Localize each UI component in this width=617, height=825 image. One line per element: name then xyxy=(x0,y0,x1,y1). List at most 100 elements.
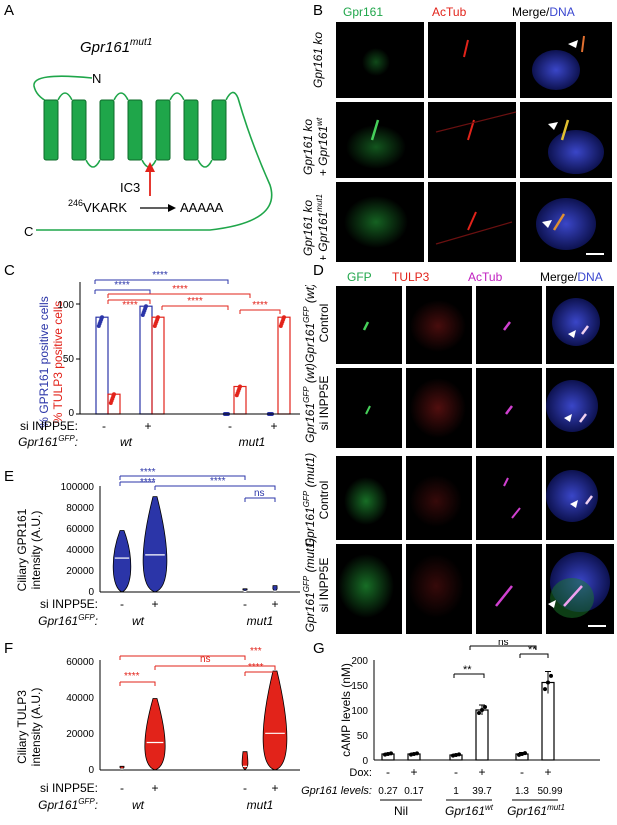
panel-g-levels-label: Gpr161 levels: xyxy=(301,785,372,797)
panel-g-level-4: 39.7 xyxy=(472,786,492,797)
panel-g-point xyxy=(412,752,416,756)
panel-c-sig-3: **** xyxy=(172,284,188,295)
panel-a-mutation-result: AAAAA xyxy=(180,200,224,215)
helix-7 xyxy=(211,99,227,161)
panel-g-point xyxy=(520,752,524,756)
panel-c-point xyxy=(144,304,148,309)
panel-g-point xyxy=(386,752,390,756)
panel-g-dox-label: Dox: xyxy=(349,767,372,779)
panel-f-ylabel-2: intensity (A.U.) xyxy=(29,688,43,767)
panel-f-sig-1: **** xyxy=(124,671,140,682)
panel-f-ytick-1: 20000 xyxy=(66,729,94,740)
panel-d-letter: D xyxy=(313,262,324,279)
panel-f-chart: Ciliary TULP3 intensity (A.U.) 0 20000 4… xyxy=(15,646,300,812)
helix-2 xyxy=(71,99,87,161)
panel-g-point xyxy=(451,753,455,758)
panel-e-ytick-3: 60000 xyxy=(66,524,94,535)
panel-f-group-mut1: mut1 xyxy=(247,798,274,812)
panel-f-violin-2 xyxy=(144,698,166,771)
panel-e-si-2: + xyxy=(151,597,158,611)
panel-d-row-4-label-2: si INPP5E xyxy=(317,558,331,613)
panel-e-si-4: + xyxy=(271,597,278,611)
panel-g-level-3: 1 xyxy=(453,786,459,797)
panel-a-n-label: N xyxy=(92,71,101,86)
panel-f-group-wt: wt xyxy=(132,798,145,812)
panel-e-ytick-4: 80000 xyxy=(66,503,94,514)
panel-c-point xyxy=(156,315,160,320)
panel-b-row-3-label-1: Gpr161 ko xyxy=(301,200,315,256)
panel-e-ytick-0: 0 xyxy=(88,587,94,598)
panel-c-bar-tulp3-2 xyxy=(151,316,165,415)
panel-g-bar-4 xyxy=(475,709,489,761)
panel-d-row-3-label-2: Control xyxy=(317,481,331,520)
panel-g-point xyxy=(517,752,521,757)
panel-e-group-mut1: mut1 xyxy=(247,614,274,628)
panel-d-row-3-label-1: Gpr161GFP (mut1) xyxy=(302,453,317,548)
helix-group xyxy=(43,99,227,161)
panel-g-point xyxy=(389,751,393,756)
panel-e-ylabel-1: Ciliary GPR161 xyxy=(15,508,29,591)
panel-d-row-1-label-2: Control xyxy=(317,304,331,343)
panel-b-channel-merge: Merge/DNA xyxy=(512,5,575,19)
panel-e-violin-4 xyxy=(272,585,278,593)
panel-c-point xyxy=(112,392,116,397)
panel-g-dox-1: - xyxy=(386,765,390,779)
panel-f-ytick-2: 40000 xyxy=(66,693,94,704)
panel-c-ylabel-red: % TULP3 positive cells xyxy=(51,301,65,424)
panel-g-ylabel: cAMP levels (nM) xyxy=(339,663,353,757)
panel-e-chart: Ciliary GPR161 intensity (A.U.) 0 20000 … xyxy=(15,468,300,628)
panel-g-point xyxy=(383,752,387,757)
panel-f-si-3: - xyxy=(243,781,247,795)
helix-1 xyxy=(43,99,59,161)
panel-c-bar-gpr161-1 xyxy=(95,316,109,415)
panel-g-chart: cAMP levels (nM) 0 50 100 150 200 ** ** … xyxy=(301,640,600,818)
panel-a-ic3-label: IC3 xyxy=(120,180,140,195)
panel-f-sig-4: **** xyxy=(248,662,264,673)
panel-c-si-4: + xyxy=(270,419,277,433)
panel-f-si-4: + xyxy=(271,781,278,795)
panel-d-micrograph-grid xyxy=(336,286,614,636)
panel-e-sig-4: **** xyxy=(210,476,226,487)
panel-e-sig-3: ns xyxy=(254,488,265,499)
panel-g-ytick-100: 100 xyxy=(351,706,368,717)
panel-e-sig-2: **** xyxy=(140,477,156,488)
panel-c-sig-4: **** xyxy=(122,300,138,311)
panel-a-mutation: 246VKARK xyxy=(68,198,127,215)
panel-d-channel-actub: AcTub xyxy=(468,270,503,284)
panel-g-point xyxy=(546,680,550,685)
panel-a-c-label: C xyxy=(24,224,33,239)
panel-f-ylabel-1: Ciliary TULP3 xyxy=(15,690,29,764)
panel-g-point xyxy=(454,753,458,757)
panel-e-group-wt: wt xyxy=(132,614,145,628)
panel-g-point xyxy=(415,751,419,756)
helix-3 xyxy=(99,99,115,161)
panel-e-violin-1 xyxy=(112,530,132,593)
panel-g-dox-3: - xyxy=(454,765,458,779)
panel-e-ylabel-2: intensity (A.U.) xyxy=(29,511,43,590)
panel-d-row-2-label-1: Gpr161GFP (wt) xyxy=(302,363,317,443)
panel-d-channel-merge: Merge/DNA xyxy=(540,270,603,284)
panel-f-si-2: + xyxy=(151,781,158,795)
panel-c-sig-1: **** xyxy=(152,270,168,281)
panel-f-gpr-label: Gpr161GFP: xyxy=(38,797,98,812)
panel-e-violin-2 xyxy=(142,496,168,593)
panel-a-letter: A xyxy=(4,2,15,19)
panel-g-point xyxy=(480,708,484,712)
panel-e-gpr-label: Gpr161GFP: xyxy=(38,613,98,628)
panel-c-gpr-label: Gpr161GFP: xyxy=(18,434,78,449)
helix-4 xyxy=(127,99,143,161)
panel-g-point xyxy=(523,751,527,756)
panel-g-point xyxy=(483,705,487,709)
panel-e-si-label: si INPP5E: xyxy=(40,597,98,611)
panel-d-row-4-label-1: Gpr161GFP (mut1) xyxy=(302,538,317,633)
panel-g-point xyxy=(409,752,413,757)
panel-f-letter: F xyxy=(4,640,14,657)
panel-c-ytick-50: 50 xyxy=(63,354,75,365)
panel-g-bar-6 xyxy=(541,681,555,761)
helix-5 xyxy=(155,99,171,161)
panel-d-row-2-label-2: si INPP5E xyxy=(317,376,331,431)
panel-g-group-mut1: Gpr161mut1 xyxy=(507,803,565,818)
panel-c-sig-2: **** xyxy=(114,280,130,291)
panel-b-letter: B xyxy=(313,2,324,19)
panel-f-sig-3: *** xyxy=(250,646,262,657)
